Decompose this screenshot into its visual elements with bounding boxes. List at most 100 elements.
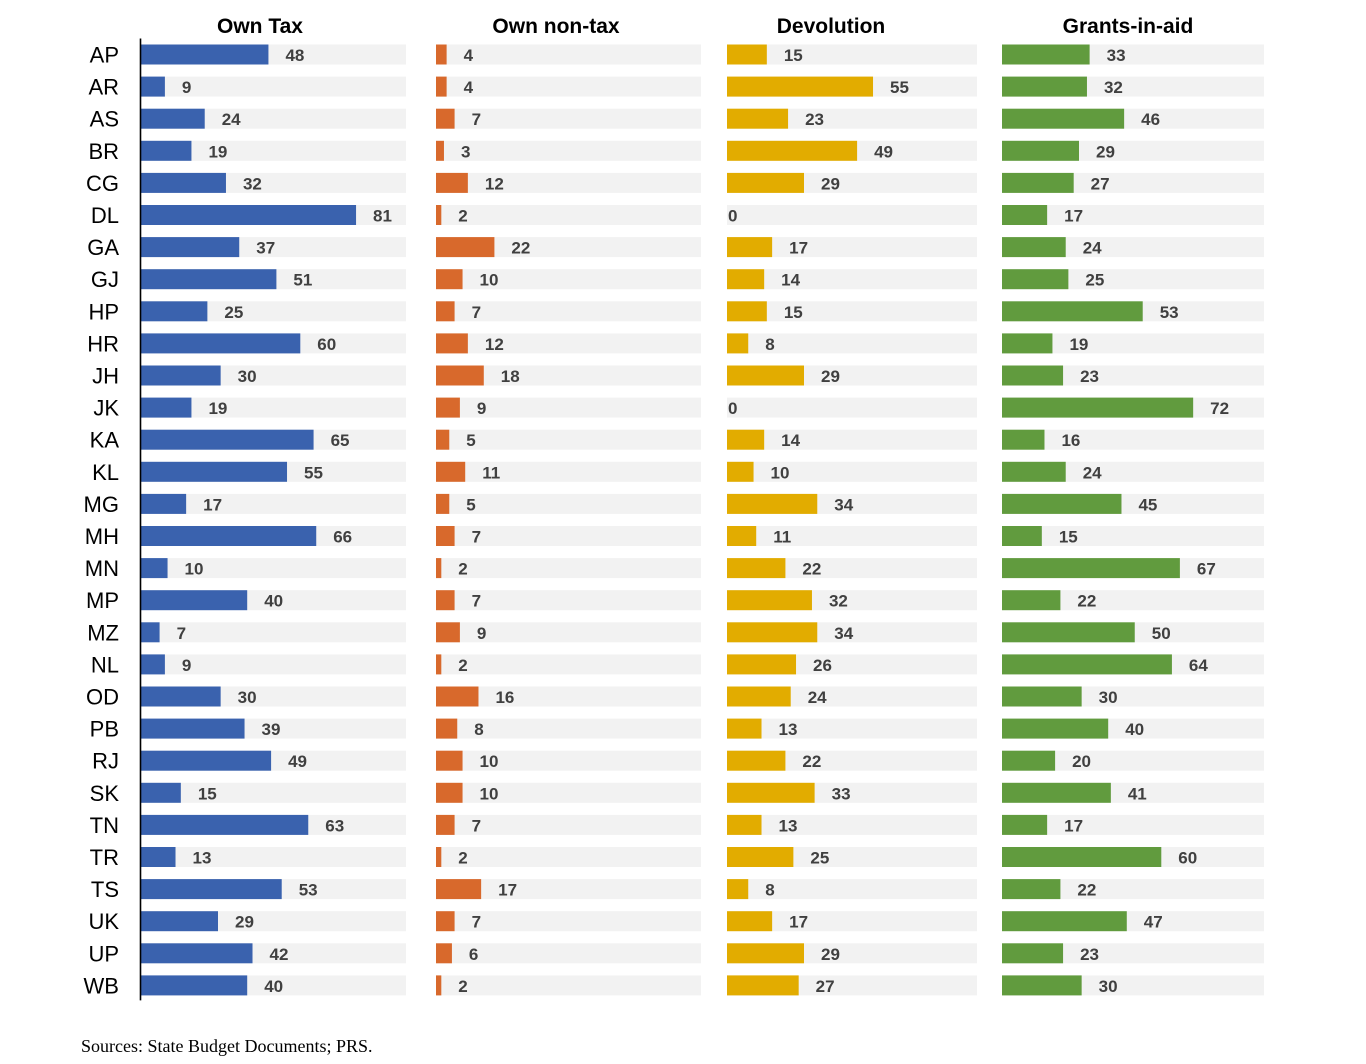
bar-own-tax-br [141,140,192,161]
row-background-grants-in-aid-tn [1002,814,1264,835]
row-background-devolution-uk [727,911,977,932]
value-label-devolution-ga: 17 [789,239,808,258]
value-label-grants-in-aid-sk: 41 [1128,784,1147,803]
value-label-own-non-tax-ka: 5 [466,431,475,450]
row-background-own-non-tax-mh [436,526,701,546]
bar-grants-in-aid-hp [1002,301,1143,322]
row-background-devolution-dl [727,205,977,225]
value-label-grants-in-aid-wb: 30 [1099,977,1118,996]
value-label-devolution-ka: 14 [781,431,800,450]
bar-grants-in-aid-mg [1002,493,1122,514]
value-label-grants-in-aid-nl: 64 [1189,656,1208,675]
bar-own-non-tax-ts [436,879,482,900]
bar-own-non-tax-od [436,686,479,707]
value-label-own-tax-mg: 17 [203,495,222,514]
row-background-own-non-tax-ar [436,76,701,97]
row-background-own-non-tax-sk [436,782,701,803]
value-label-own-non-tax-hp: 7 [472,303,481,322]
bar-own-tax-jh [141,365,221,386]
value-label-grants-in-aid-jh: 23 [1080,367,1099,386]
bar-own-non-tax-jh [436,365,484,386]
row-background-grants-in-aid-rj [1002,750,1264,771]
value-label-own-non-tax-jk: 9 [477,399,486,418]
value-label-own-non-tax-mz: 9 [477,624,486,643]
bar-own-tax-rj [141,750,272,771]
bar-devolution-uk [727,911,773,932]
category-label-ar: AR [88,75,119,100]
category-label-jh: JH [92,364,119,389]
value-label-devolution-br: 49 [874,142,893,161]
bar-grants-in-aid-dl [1002,205,1048,225]
value-label-own-non-tax-wb: 2 [458,977,467,996]
category-label-kl: KL [92,460,119,485]
bar-own-tax-ts [141,879,282,900]
bar-devolution-jh [727,365,804,386]
value-label-grants-in-aid-mn: 67 [1197,560,1216,579]
bar-own-tax-nl [141,654,165,675]
bar-devolution-od [727,686,791,707]
value-label-own-tax-rj: 49 [288,752,307,771]
bar-devolution-ka [727,429,765,450]
row-background-grants-in-aid-jh [1002,365,1264,386]
value-label-own-tax-mh: 66 [333,528,352,547]
value-label-grants-in-aid-od: 30 [1099,688,1118,707]
value-label-grants-in-aid-mg: 45 [1138,495,1157,514]
category-label-ka: KA [90,428,120,453]
value-label-own-tax-pb: 39 [262,720,281,739]
bar-own-tax-sk [141,782,181,803]
category-label-br: BR [88,139,119,164]
value-label-own-non-tax-tr: 2 [458,849,467,868]
value-label-devolution-sk: 33 [832,784,851,803]
bar-grants-in-aid-mz [1002,622,1135,643]
row-background-own-non-tax-ap [436,44,701,65]
row-background-own-tax-as [141,108,406,129]
value-label-own-tax-sk: 15 [198,784,217,803]
bar-devolution-ts [727,879,749,900]
value-label-devolution-ap: 15 [784,46,803,65]
value-label-own-tax-as: 24 [222,110,241,129]
value-label-own-tax-ga: 37 [256,239,275,258]
bar-own-non-tax-ap [436,44,447,65]
bar-own-tax-gj [141,269,277,290]
value-label-own-non-tax-mh: 7 [472,528,481,547]
value-label-own-tax-mz: 7 [177,624,186,643]
value-label-devolution-od: 24 [808,688,827,707]
value-label-grants-in-aid-tn: 17 [1064,816,1083,835]
value-label-grants-in-aid-pb: 40 [1125,720,1144,739]
value-label-grants-in-aid-hp: 53 [1160,303,1179,322]
bar-grants-in-aid-as [1002,108,1125,129]
value-label-devolution-tn: 13 [779,816,798,835]
row-background-devolution-kl [727,461,977,482]
value-label-own-non-tax-ar: 4 [464,78,474,97]
value-label-devolution-rj: 22 [802,752,821,771]
row-background-own-tax-ar [141,76,406,97]
row-background-devolution-ts [727,879,977,900]
value-label-devolution-wb: 27 [816,977,835,996]
row-background-own-non-tax-tr [436,847,701,867]
category-label-dl: DL [91,203,119,228]
value-label-grants-in-aid-mz: 50 [1152,624,1171,643]
bar-grants-in-aid-gj [1002,269,1069,290]
category-label-ts: TS [91,877,119,902]
row-background-devolution-gj [727,269,977,290]
value-label-own-non-tax-pb: 8 [474,720,483,739]
bar-own-non-tax-br [436,140,444,161]
category-label-mz: MZ [87,620,119,645]
row-background-devolution-ap [727,44,977,65]
bar-own-non-tax-ga [436,237,495,258]
row-background-own-non-tax-cg [436,172,701,193]
value-label-grants-in-aid-ka: 16 [1061,431,1080,450]
row-background-grants-in-aid-mp [1002,590,1264,611]
bar-grants-in-aid-uk [1002,911,1127,932]
row-background-own-non-tax-gj [436,269,701,290]
bar-devolution-hp [727,301,767,322]
value-label-grants-in-aid-hr: 19 [1069,335,1088,354]
value-label-devolution-nl: 26 [813,656,832,675]
row-background-own-non-tax-od [436,686,701,707]
value-label-grants-in-aid-dl: 17 [1064,207,1083,226]
bar-own-non-tax-tn [436,814,455,835]
bar-own-non-tax-wb [436,975,442,996]
row-background-devolution-hr [727,333,977,354]
bar-grants-in-aid-br [1002,140,1079,161]
row-background-own-tax-br [141,140,406,161]
